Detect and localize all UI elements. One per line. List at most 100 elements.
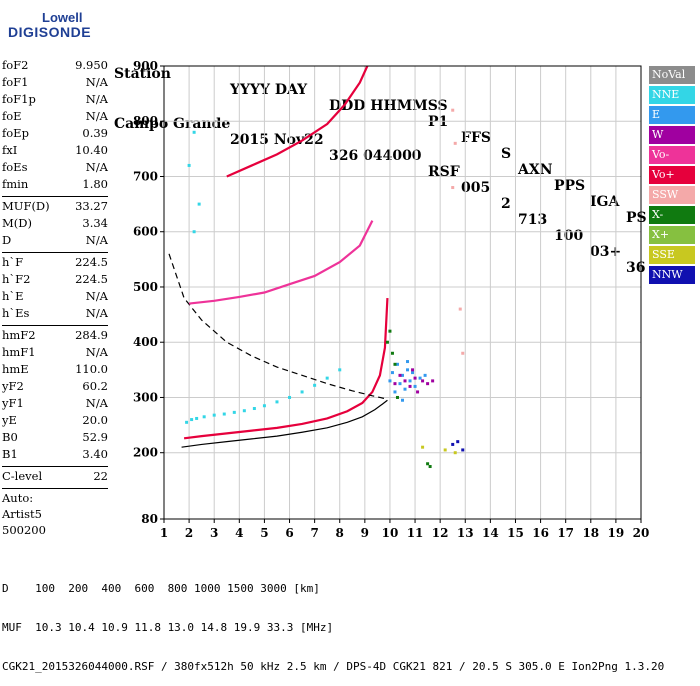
x-tick-label: 5 [260, 526, 268, 540]
param-row: hmF1 N/A [2, 345, 108, 362]
scaled-parameters-panel: foF2 9.950 foF1 N/A foF1p N/A foE N/A foEp 0.… [2, 58, 108, 539]
trace-line [188, 220, 374, 305]
echo-point [313, 383, 317, 387]
header-value-ddd-hhmmss: 326 044000 [329, 148, 422, 164]
param-value: N/A [85, 75, 108, 89]
header-value-station: Campo Grande [114, 116, 231, 132]
param-value: 10.40 [75, 143, 108, 157]
divider [2, 488, 108, 489]
param-value: 52.9 [82, 430, 108, 444]
echo-point [451, 442, 455, 446]
echo-point [232, 410, 236, 414]
trace-line [183, 297, 389, 440]
x-tick-label: 17 [557, 526, 574, 540]
header-label-p1: P1 [428, 114, 449, 130]
param-value: N/A [85, 396, 108, 410]
polarization-legend: NoVal NNE E W Vo- Vo+ SSW X- X+ SSE NNW [649, 66, 695, 286]
param-value: 3.34 [82, 216, 108, 230]
param-row: C-level 22 [2, 469, 108, 486]
param-name: M(D) [2, 216, 32, 230]
y-tick-label: 200 [133, 446, 158, 460]
param-value: N/A [85, 160, 108, 174]
echo-point [418, 376, 422, 380]
x-tick-label: 11 [407, 526, 424, 540]
param-name: h`F2 [2, 272, 31, 286]
y-tick-label: 500 [133, 280, 158, 294]
param-name: MUF(D) [2, 199, 50, 213]
legend-item-ssw: SSW [649, 186, 695, 204]
x-tick-label: 8 [336, 526, 344, 540]
param-row: D N/A [2, 233, 108, 250]
param-name: foEp [2, 126, 29, 140]
echo-point [390, 351, 394, 355]
autoscale-version: 500200 [2, 523, 46, 537]
echo-point [398, 382, 402, 386]
x-tick-label: 10 [382, 526, 399, 540]
param-row: h`E N/A [2, 289, 108, 306]
param-value: 110.0 [75, 362, 108, 376]
x-tick-label: 16 [532, 526, 549, 540]
param-row: fmin 1.80 [2, 177, 108, 194]
echo-point [458, 307, 462, 311]
echo-point [222, 412, 226, 416]
autoscale-label: Auto: [2, 491, 34, 505]
x-tick-label: 1 [160, 526, 168, 540]
param-name: fxI [2, 143, 18, 157]
param-name: hmE [2, 362, 29, 376]
y-tick-label: 400 [133, 335, 158, 349]
x-tick-label: 9 [361, 526, 369, 540]
x-tick-label: 19 [608, 526, 625, 540]
trace-line [168, 253, 386, 400]
echo-point [401, 373, 404, 377]
legend-item-x-: X- [649, 206, 695, 224]
param-row: h`Es N/A [2, 306, 108, 323]
echo-point [202, 415, 206, 419]
param-row: foF1p N/A [2, 92, 108, 109]
echo-point [401, 398, 404, 402]
echo-point [411, 368, 415, 372]
x-tick-label: 6 [285, 526, 293, 540]
legend-item-e: E [649, 106, 695, 124]
param-row: h`F 224.5 [2, 255, 108, 272]
param-row: yF2 60.2 [2, 379, 108, 396]
echo-point [443, 448, 447, 452]
header-label-s: S [501, 146, 512, 162]
header-label-axn: AXN [518, 162, 553, 178]
legend-item-w: W [649, 126, 695, 144]
param-value: 33.27 [75, 199, 108, 213]
echo-point [461, 351, 465, 355]
echo-point [408, 384, 412, 388]
plot-frame [163, 65, 642, 520]
echo-point [395, 362, 399, 366]
param-row: hmE 110.0 [2, 362, 108, 379]
logo-text-digisonde: DIGISONDE [8, 24, 92, 40]
echo-point [288, 395, 292, 399]
param-value: 60.2 [82, 379, 108, 393]
echo-point [426, 462, 430, 466]
echo-point [187, 163, 191, 167]
param-name: yF1 [2, 396, 24, 410]
echo-point [453, 141, 457, 145]
param-name: h`E [2, 289, 24, 303]
param-name: foF1 [2, 75, 29, 89]
echo-point [453, 451, 457, 455]
echo-point [262, 404, 266, 408]
echo-point [385, 340, 389, 344]
param-name: B0 [2, 430, 18, 444]
echo-point [421, 445, 425, 449]
param-value: 224.5 [75, 272, 108, 286]
param-row: foE N/A [2, 109, 108, 126]
y-tick-label: 600 [133, 225, 158, 239]
legend-item-vo-: Vo+ [649, 166, 695, 184]
param-value: 1.80 [82, 177, 108, 191]
param-row: foEp 0.39 [2, 126, 108, 143]
param-row: yF1 N/A [2, 396, 108, 413]
y-tick-label: 800 [133, 114, 158, 128]
param-name: foE [2, 109, 22, 123]
param-name: h`F [2, 255, 24, 269]
echo-point [423, 373, 427, 377]
divider [2, 325, 108, 326]
header-value-axn: 713 [518, 212, 548, 228]
param-value: 224.5 [75, 255, 108, 269]
x-tick-label: 14 [482, 526, 499, 540]
